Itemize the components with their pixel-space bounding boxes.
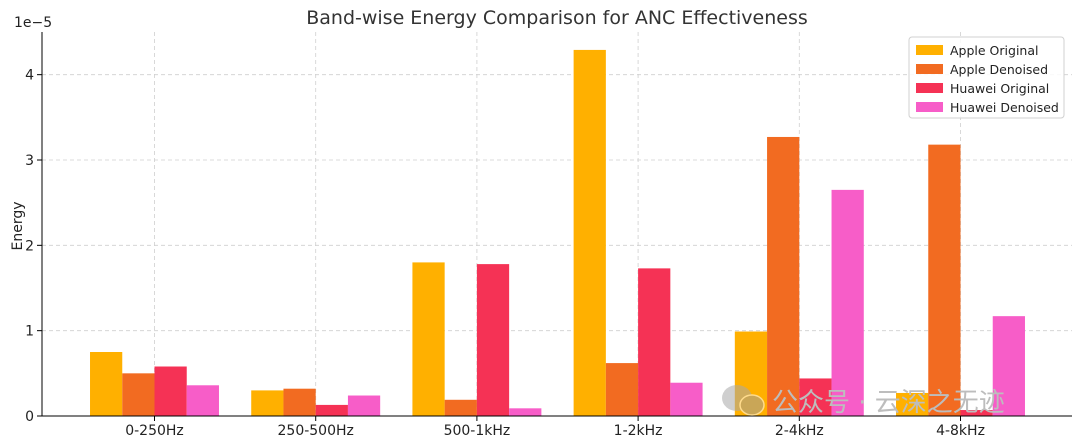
bar-apple-original-0-250hz: [90, 352, 123, 416]
y-tick-label: 2: [25, 238, 34, 254]
y-tick-label: 0: [25, 409, 34, 425]
bar-huawei-original-4-8khz: [960, 410, 993, 416]
watermark: 公众号 · 云深之无迹: [722, 385, 1005, 418]
axes: [41, 32, 1072, 417]
bar-huawei-denoised-4-8khz: [992, 316, 1025, 416]
bar-huawei-original-2-4khz: [799, 378, 832, 416]
bar-huawei-denoised-1-2khz: [670, 382, 703, 416]
bar-apple-original-500-1khz: [412, 262, 445, 416]
bar-huawei-original-0-250hz: [154, 366, 187, 416]
bar-huawei-original-1-2khz: [638, 268, 671, 416]
bar-apple-original-4-8khz: [896, 392, 929, 416]
y-axis-label: Energy: [10, 201, 26, 250]
x-tick-label: 500-1kHz: [444, 423, 511, 439]
bar-huawei-denoised-2-4khz: [831, 189, 864, 416]
bar-huawei-original-250-500hz: [315, 404, 348, 416]
bar-apple-original-250-500hz: [251, 390, 284, 416]
bar-huawei-denoised-500-1khz: [509, 408, 542, 416]
legend: Apple Original Apple Denoised Huawei Origi…: [908, 36, 1065, 119]
x-tick-label: 250-500Hz: [278, 423, 354, 439]
legend-swatch: [916, 45, 943, 55]
grid-lines: [42, 32, 1072, 417]
wechat-logo-icon: [722, 385, 765, 416]
legend-label: Apple Original: [950, 43, 1038, 58]
legend-label: Huawei Denoised: [950, 100, 1059, 115]
bar-apple-denoised-0-250hz: [122, 373, 155, 416]
bar-apple-denoised-2-4khz: [767, 136, 800, 416]
x-tick-label: 1-2kHz: [614, 423, 663, 439]
bar-apple-denoised-250-500hz: [283, 388, 316, 416]
legend-label: Huawei Original: [950, 81, 1049, 96]
chart-title: Band-wise Energy Comparison for ANC Effe…: [306, 7, 808, 29]
legend-swatch: [916, 102, 943, 112]
legend-frame: [908, 36, 1065, 119]
legend-label: Apple Denoised: [950, 62, 1048, 77]
legend-swatch: [916, 64, 943, 74]
y-tick-label: 3: [25, 153, 34, 169]
bar-apple-denoised-4-8khz: [928, 144, 961, 416]
bars-group: [90, 49, 1025, 417]
y-tick-label: 1: [25, 324, 34, 340]
y-scale-label: 1e−5: [14, 15, 52, 31]
legend-swatch: [916, 83, 943, 93]
bar-apple-original-1-2khz: [573, 49, 606, 417]
x-tick-label: 2-4kHz: [775, 423, 824, 439]
bar-apple-denoised-500-1khz: [444, 399, 477, 416]
y-tick-label: 4: [25, 68, 34, 84]
bar-huawei-denoised-0-250hz: [186, 385, 219, 416]
bar-huawei-denoised-250-500hz: [347, 395, 381, 416]
watermark-text: 公众号 · 云深之无迹: [772, 388, 1005, 418]
tick-labels: 0 1 2 3 4 0-250Hz 250-500Hz 500-1kHz 1-2kHz 2-4kH…: [25, 68, 985, 439]
x-tick-label: 4-8kHz: [936, 423, 985, 439]
bar-huawei-original-500-1khz: [476, 264, 510, 416]
x-tick-label: 0-250Hz: [125, 423, 184, 439]
bar-apple-denoised-1-2khz: [605, 363, 639, 416]
